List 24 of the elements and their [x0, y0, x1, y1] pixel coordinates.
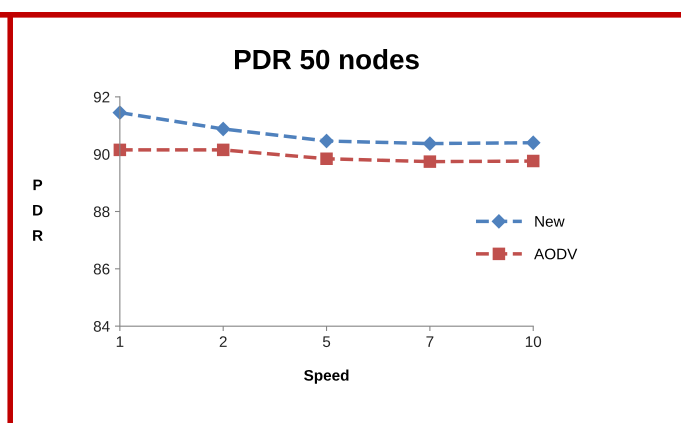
x-tick-label: 7 — [426, 336, 434, 347]
point — [526, 136, 540, 150]
x-tick-label: 5 — [322, 336, 330, 348]
chart-title: PDR 50 nodes — [235, 48, 419, 70]
x-tick-label: 2 — [220, 336, 227, 347]
legend-label: New — [535, 216, 565, 227]
point — [216, 144, 230, 156]
point — [216, 122, 230, 136]
x-axis-title: Speed — [304, 370, 348, 384]
point — [319, 134, 334, 148]
legend-label: AODV — [534, 248, 578, 260]
point — [320, 152, 333, 166]
point — [422, 136, 437, 151]
point — [424, 155, 436, 168]
y-tick-label: 90 — [94, 149, 110, 160]
y-axis-title: PDR — [33, 180, 43, 241]
x-tick-label: 1 — [116, 336, 124, 347]
y-tick-label: 88 — [94, 206, 110, 218]
y-tick-label: 86 — [94, 264, 110, 275]
x-tick-label: 10 — [526, 336, 542, 348]
point — [114, 144, 126, 156]
point — [526, 154, 540, 168]
y-tick-label: 84 — [94, 321, 110, 332]
y-tick-label: 92 — [94, 92, 110, 103]
